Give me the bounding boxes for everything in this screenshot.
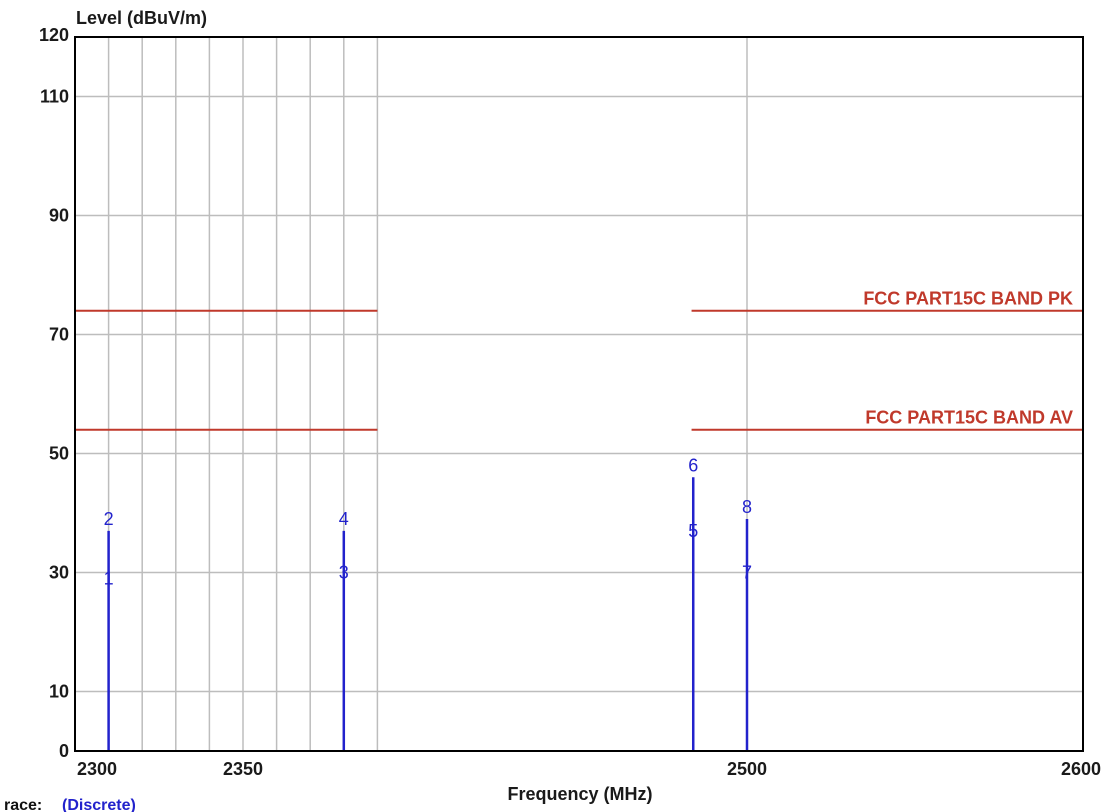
marker-label: 6 bbox=[688, 455, 698, 475]
y-axis-title: Level (dBuV/m) bbox=[76, 8, 207, 28]
measurement-spikes bbox=[107, 477, 749, 751]
y-tick-label: 120 bbox=[39, 25, 69, 45]
marker-label: 3 bbox=[339, 562, 349, 582]
x-tick-label: 2500 bbox=[727, 759, 767, 779]
marker-label: 1 bbox=[104, 568, 114, 588]
y-tick-label: 50 bbox=[49, 444, 69, 464]
x-tick-label: 2600 bbox=[1061, 759, 1101, 779]
marker-label: 4 bbox=[339, 509, 349, 529]
x-tick-label: 2350 bbox=[223, 759, 263, 779]
marker-label: 5 bbox=[688, 521, 698, 541]
grid-lines bbox=[75, 37, 1083, 751]
x-tick-label: 2300 bbox=[77, 759, 117, 779]
limit-lines: FCC PART15C BAND PK FCC PART15C BAND AV bbox=[75, 289, 1083, 431]
trace-name: (Discrete) bbox=[62, 797, 136, 812]
x-tick-labels: 2300 2350 2500 2600 bbox=[77, 759, 1101, 779]
limit-line-label: FCC PART15C BAND AV bbox=[865, 408, 1073, 428]
plot-frame bbox=[74, 36, 1084, 752]
y-tick-label: 30 bbox=[49, 563, 69, 583]
y-tick-label: 10 bbox=[49, 682, 69, 702]
x-axis-title: Frequency (MHz) bbox=[507, 784, 652, 804]
y-tick-label: 110 bbox=[40, 87, 69, 107]
trace-label: race: bbox=[4, 797, 42, 812]
y-tick-label: 90 bbox=[49, 206, 69, 226]
y-tick-label: 70 bbox=[49, 325, 69, 345]
y-tick-labels: 0 10 30 50 70 90 110 120 bbox=[39, 25, 69, 761]
marker-label: 7 bbox=[742, 562, 752, 582]
limit-line-label: FCC PART15C BAND PK bbox=[863, 289, 1073, 309]
marker-label: 2 bbox=[104, 509, 114, 529]
y-tick-label: 0 bbox=[59, 741, 69, 761]
marker-label: 8 bbox=[742, 497, 752, 517]
marker-labels: 1 2 3 4 5 6 7 8 bbox=[104, 455, 752, 588]
